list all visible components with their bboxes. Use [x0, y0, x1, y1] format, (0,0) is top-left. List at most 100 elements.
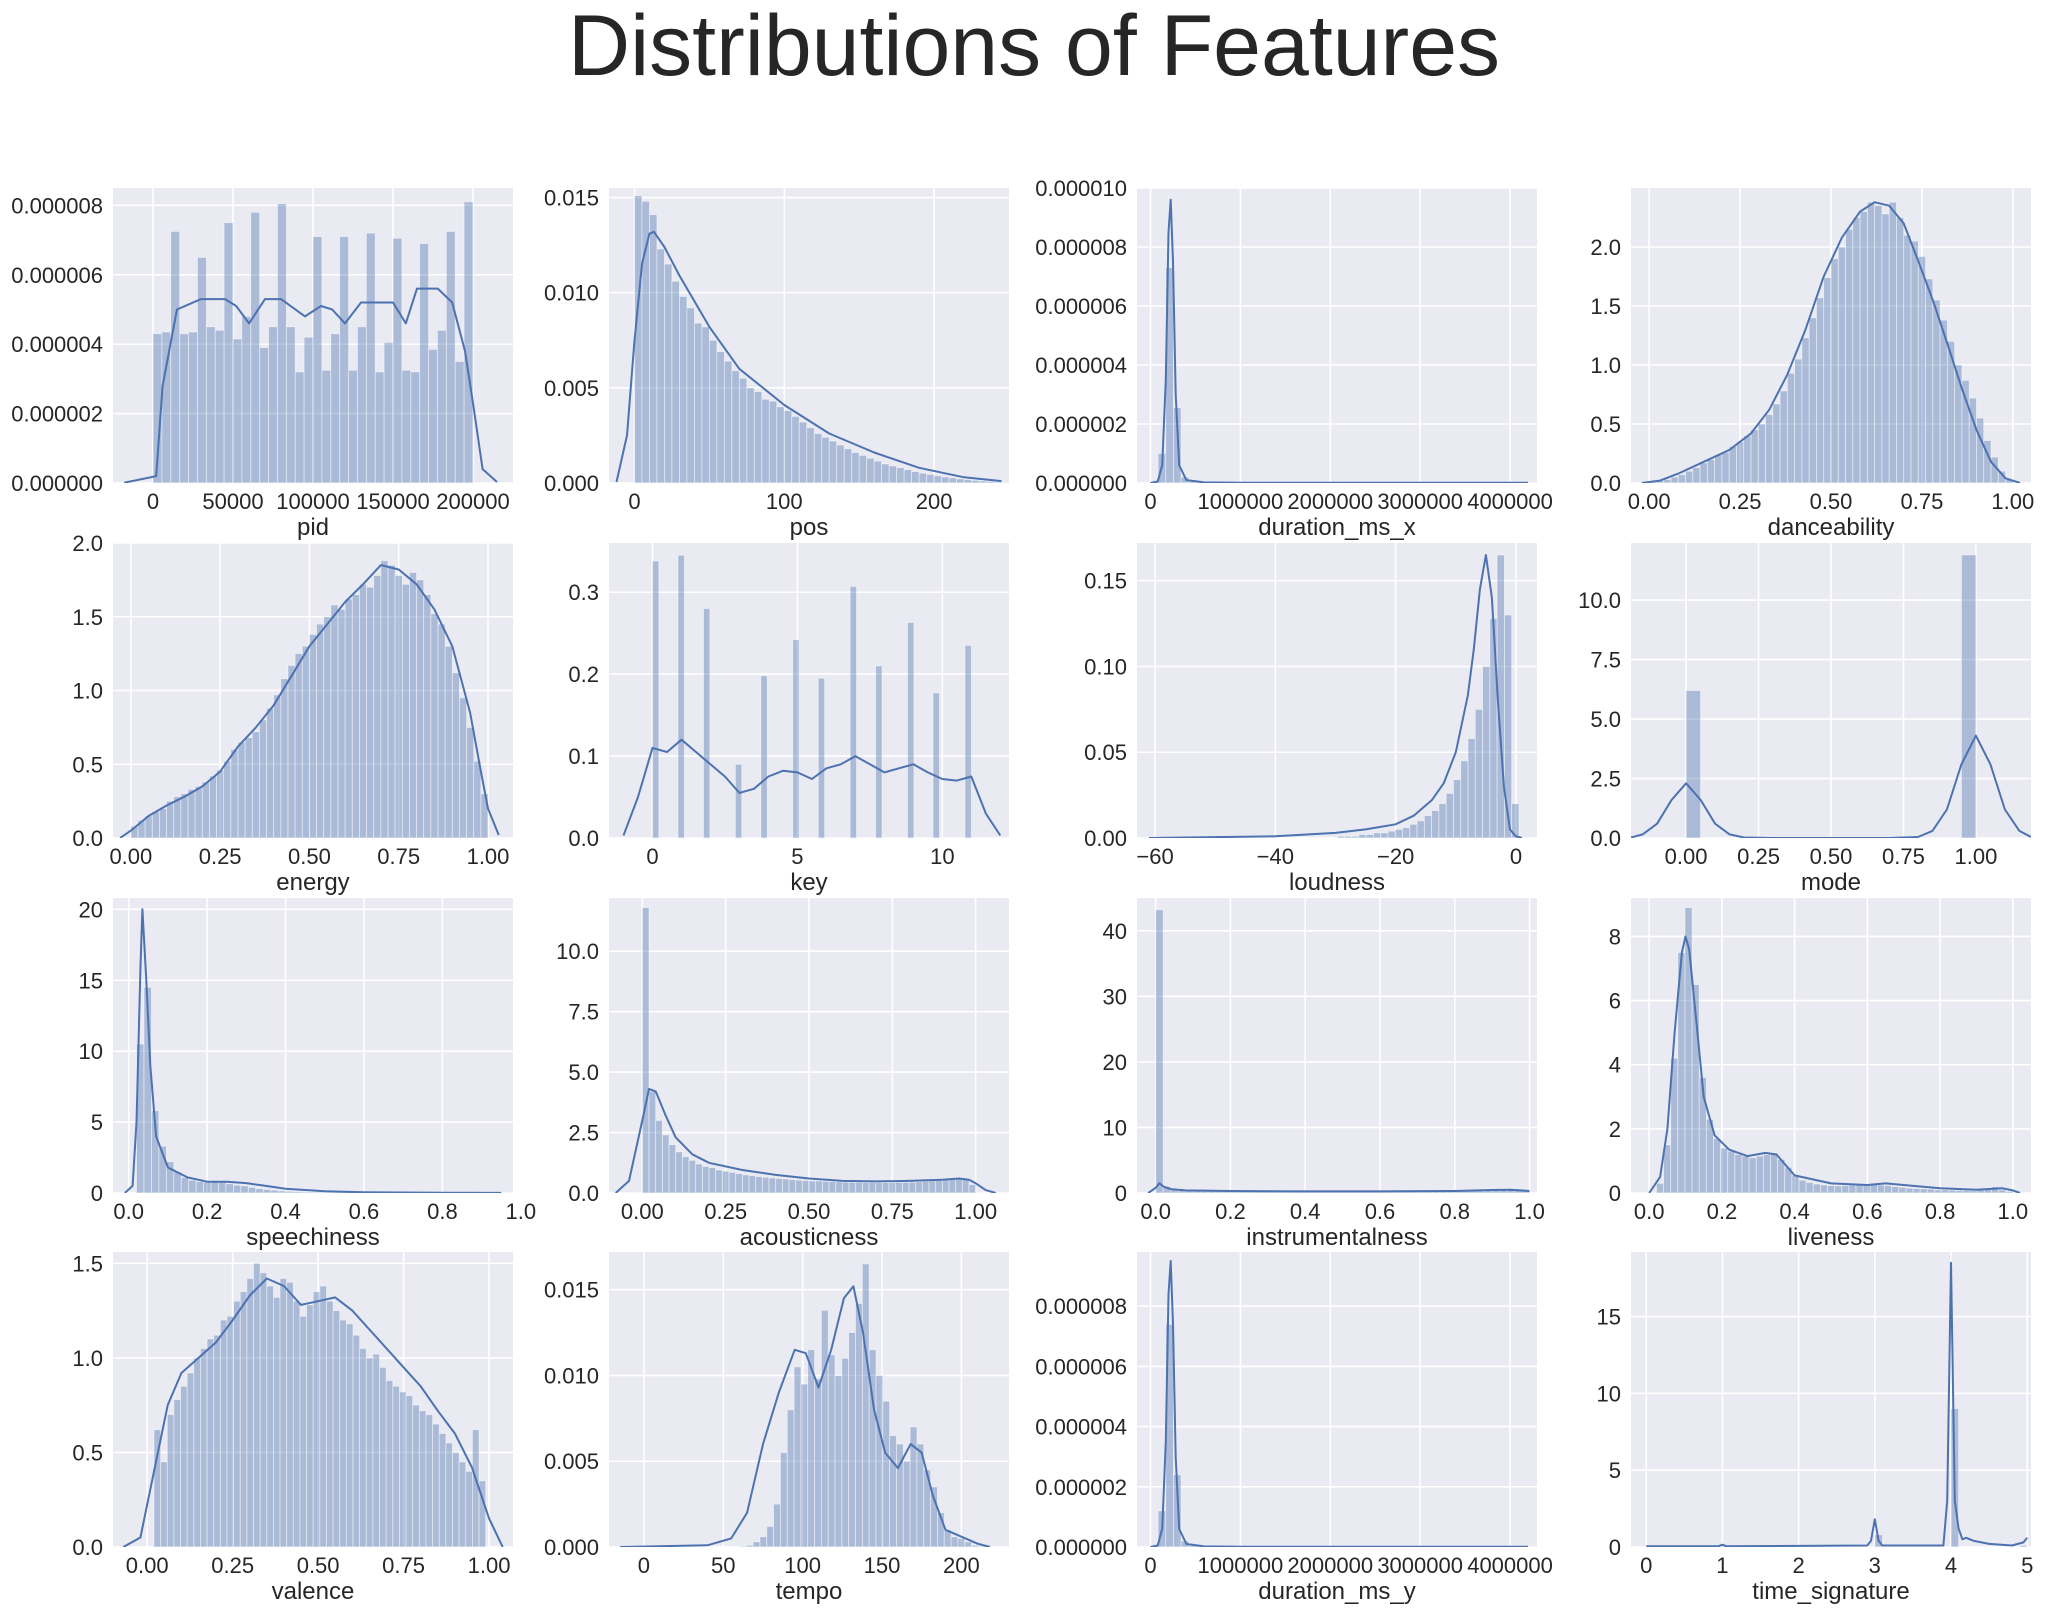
- x-tick-label: 0.00: [621, 1199, 664, 1224]
- y-tick-label: 15: [79, 968, 103, 993]
- histogram-bar: [412, 1404, 420, 1547]
- histogram-bar: [926, 474, 935, 483]
- histogram-bar: [451, 672, 460, 838]
- histogram-bar: [1387, 830, 1396, 838]
- histogram-bar: [247, 1186, 257, 1193]
- y-tick-label: 0.0: [568, 1181, 599, 1206]
- y-tick-label: 20: [79, 897, 103, 922]
- histogram-bar: [1874, 205, 1883, 483]
- histogram-bar: [746, 387, 755, 483]
- subplot-loudness: −60 −40 −20 0 0.00 0.05 0.10 0.15 loudness: [1084, 543, 1537, 896]
- y-tick-label: 0.015: [544, 186, 599, 211]
- plot-area: [1137, 543, 1537, 838]
- histogram-bar: [1919, 1188, 1928, 1193]
- histogram-bar: [836, 444, 845, 483]
- histogram-bar: [681, 1156, 690, 1193]
- y-tick-label: 2.0: [1590, 235, 1621, 260]
- histogram-bar: [686, 307, 695, 483]
- histogram-bar: [465, 1470, 473, 1547]
- histogram-bar: [321, 369, 332, 483]
- histogram-bar: [1351, 835, 1360, 838]
- histogram-bar: [309, 634, 317, 838]
- y-tick-label: 0.000: [544, 471, 599, 496]
- x-tick-label: 0.0: [113, 1199, 144, 1224]
- histogram-bar: [773, 1503, 781, 1547]
- histogram-bar: [459, 697, 467, 838]
- kde-line: [1641, 201, 2021, 483]
- y-tick-label: 1.5: [1590, 294, 1621, 319]
- histogram-bar: [259, 347, 269, 483]
- histogram-bar: [915, 1181, 923, 1193]
- histogram-bar: [194, 785, 203, 838]
- histogram-bar: [394, 575, 403, 838]
- x-tick-label: 0: [1640, 1553, 1652, 1578]
- x-tick-label: 0.4: [1779, 1199, 1810, 1224]
- y-tick-label: 0.5: [72, 1440, 103, 1465]
- plot-area: [1137, 1252, 1537, 1547]
- histogram-bar: [1380, 832, 1389, 838]
- y-tick-label: 4: [1609, 1053, 1621, 1078]
- histogram-bar: [380, 560, 389, 838]
- histogram-bar: [695, 1163, 703, 1193]
- histogram-bar: [1819, 1184, 1828, 1193]
- histogram-bar: [888, 465, 898, 483]
- x-tick-label: 100000: [276, 489, 349, 514]
- y-tick-label: 8: [1609, 924, 1621, 949]
- histogram-bar: [1841, 1185, 1850, 1193]
- histogram-bar: [788, 1179, 797, 1193]
- plot-area: [1137, 898, 1537, 1193]
- histogram-bar: [688, 1159, 697, 1193]
- histogram-bar: [668, 1144, 677, 1193]
- histogram-bar: [250, 211, 261, 483]
- histogram-bar: [964, 1541, 972, 1547]
- histogram-bar: [1903, 234, 1912, 483]
- histogram-bar: [1884, 1185, 1893, 1193]
- x-axis-label: loudness: [1289, 869, 1385, 896]
- subplot-acousticness: 0.00 0.25 0.50 0.75 1.00 0.0 2.5 5.0 7.5 10.0 acou…: [556, 898, 1009, 1251]
- y-tick-label: 0.00: [1084, 826, 1127, 851]
- histogram-bar: [641, 907, 650, 1193]
- histogram-bar: [372, 1353, 380, 1547]
- histogram-bar: [1939, 319, 1948, 483]
- histogram-bar: [1881, 213, 1890, 483]
- y-tick-label: 0.000010: [1035, 176, 1127, 201]
- x-tick-label: 2000000: [1287, 1553, 1373, 1578]
- histogram-bar: [1467, 738, 1476, 838]
- histogram-bar: [1755, 1155, 1764, 1193]
- histogram-bar: [1976, 417, 1985, 483]
- histogram-bar: [1827, 1185, 1836, 1193]
- histogram-bar: [671, 280, 680, 483]
- y-tick-label: 0.000000: [1035, 1535, 1127, 1560]
- histogram-bar: [1912, 1188, 1921, 1193]
- histogram-bar: [1445, 793, 1454, 838]
- histogram-bar: [1888, 201, 1897, 483]
- histogram-bar: [1714, 454, 1723, 483]
- histogram-bar: [1925, 278, 1934, 483]
- histogram-bar: [1685, 470, 1694, 483]
- histogram-bar: [708, 339, 718, 483]
- histogram-bar: [173, 1399, 181, 1547]
- histogram-bar: [664, 263, 673, 483]
- histogram-bar: [820, 1309, 829, 1547]
- histogram-bar: [351, 594, 360, 838]
- histogram-bar: [270, 1189, 279, 1193]
- kde-line: [1150, 198, 1528, 483]
- histogram-bar: [739, 1545, 747, 1547]
- y-tick-label: 10: [1597, 1381, 1621, 1406]
- kde-line: [622, 738, 1002, 837]
- x-tick-label: 200: [916, 489, 953, 514]
- y-tick-label: 0.015: [544, 1278, 599, 1303]
- histogram-bar: [241, 316, 252, 483]
- x-tick-label: 0: [646, 844, 658, 869]
- x-tick-label: 3000000: [1377, 1553, 1463, 1578]
- histogram-bar: [808, 1180, 817, 1193]
- histogram-bar: [941, 1179, 950, 1193]
- x-tick-label: 1.00: [468, 1553, 511, 1578]
- y-tick-label: 1.5: [72, 1251, 103, 1276]
- x-axis-label: pos: [790, 514, 829, 541]
- histogram-bar: [273, 1296, 281, 1547]
- histogram-bar: [1511, 803, 1520, 838]
- histogram-bar: [795, 1179, 803, 1193]
- histogram-bars: [1685, 554, 1977, 838]
- x-axis-label: valence: [272, 1578, 355, 1605]
